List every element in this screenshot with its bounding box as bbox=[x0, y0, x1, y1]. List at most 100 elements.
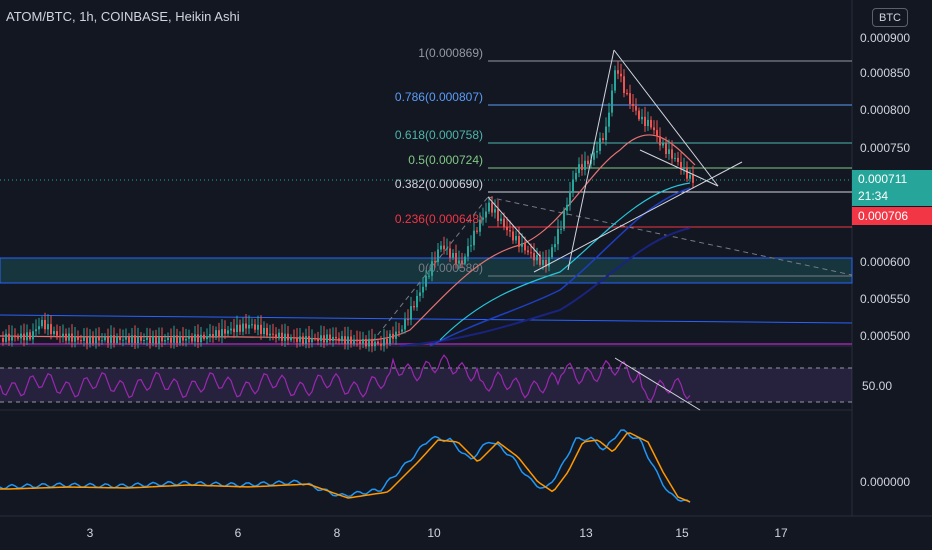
candle-body bbox=[8, 333, 10, 341]
candle-body bbox=[2, 338, 4, 342]
candle-body bbox=[599, 138, 601, 151]
candle-body bbox=[368, 338, 370, 347]
time-tick-label: 15 bbox=[675, 526, 689, 540]
fib-level-label: 0(0.000580) bbox=[418, 261, 483, 275]
candle-body bbox=[353, 339, 355, 344]
candle-body bbox=[377, 341, 379, 344]
candle-body bbox=[26, 332, 28, 341]
fib-level-label: 0.382(0.000690) bbox=[395, 177, 483, 191]
candle-body bbox=[98, 337, 100, 341]
candle-body bbox=[197, 334, 199, 343]
price-tick-label: 0.000800 bbox=[860, 103, 910, 117]
dashed-trendline[interactable] bbox=[487, 196, 853, 276]
fib-level-label: 1(0.000869) bbox=[418, 46, 483, 60]
candle-body bbox=[581, 164, 583, 170]
candle-body bbox=[563, 210, 565, 229]
fib-retracement[interactable]: 1(0.000869) 0.786(0.000807) 0.618(0.000758… bbox=[395, 46, 852, 277]
candle-body bbox=[53, 331, 55, 335]
candle-body bbox=[374, 341, 376, 347]
candle-body bbox=[638, 110, 640, 120]
candle-body bbox=[104, 336, 106, 341]
candle-body bbox=[332, 336, 334, 341]
time-tick-label: 10 bbox=[427, 526, 441, 540]
candle-body bbox=[56, 331, 58, 336]
candle-body bbox=[476, 230, 478, 232]
candle-body bbox=[605, 126, 607, 140]
candle-body bbox=[173, 335, 175, 343]
candle-body bbox=[527, 250, 529, 253]
candle-body bbox=[521, 243, 523, 247]
time-tick-label: 8 bbox=[334, 526, 341, 540]
candle-body bbox=[494, 209, 496, 213]
candle-body bbox=[134, 335, 136, 344]
candle-body bbox=[446, 248, 448, 250]
candle-body bbox=[539, 255, 541, 265]
triangle-trendline[interactable] bbox=[567, 49, 615, 271]
candle-body bbox=[263, 327, 265, 334]
rsi-trendline[interactable] bbox=[614, 357, 701, 411]
candle-body bbox=[503, 218, 505, 227]
candle-body bbox=[584, 160, 586, 170]
candle-body bbox=[71, 333, 73, 342]
candle-body bbox=[419, 292, 421, 296]
currency-badge[interactable]: BTC bbox=[872, 8, 908, 27]
candle-body bbox=[311, 338, 313, 343]
chart-title[interactable]: ATOM/BTC, 1h, COINBASE, Heikin Ashi bbox=[6, 9, 240, 24]
rsi-line[interactable] bbox=[0, 354, 691, 402]
rsi-band bbox=[0, 368, 852, 402]
candle-body bbox=[62, 333, 64, 338]
candle-body bbox=[569, 191, 571, 205]
candle-body bbox=[89, 335, 91, 344]
candle-body bbox=[266, 327, 268, 336]
candle-body bbox=[107, 336, 109, 343]
time-axis[interactable]: 3 6 8 10 13 15 17 bbox=[87, 526, 788, 540]
fib-level-label: 0.236(0.000648) bbox=[395, 212, 483, 226]
candle-body bbox=[38, 326, 40, 330]
candle-body bbox=[242, 323, 244, 332]
candle-body bbox=[137, 336, 139, 344]
candle-body bbox=[407, 319, 409, 321]
oscillator-slow-line[interactable] bbox=[0, 432, 691, 503]
candle-body bbox=[485, 211, 487, 218]
dashed-trendline[interactable] bbox=[371, 196, 489, 343]
support-line[interactable] bbox=[0, 314, 853, 324]
candle-body bbox=[29, 332, 31, 340]
candle-body bbox=[428, 275, 430, 277]
candle-body bbox=[398, 331, 400, 333]
candle-body bbox=[479, 219, 481, 232]
candle-body bbox=[659, 136, 661, 146]
candle-body bbox=[296, 338, 298, 342]
candle-body bbox=[200, 334, 202, 343]
candle-body bbox=[110, 335, 112, 343]
candle-body bbox=[140, 336, 142, 341]
candle-body bbox=[515, 236, 517, 241]
candle-body bbox=[74, 336, 76, 342]
candle-body bbox=[167, 337, 169, 341]
price-axis[interactable]: 0.000900 0.000850 0.000800 0.000750 0.000600… bbox=[860, 31, 910, 343]
candle-body bbox=[395, 331, 397, 339]
candle-body bbox=[557, 229, 559, 245]
candle-body bbox=[209, 334, 211, 337]
candle-body bbox=[680, 161, 682, 169]
candle-body bbox=[314, 338, 316, 340]
candle-body bbox=[77, 336, 79, 341]
candlestick-series[interactable] bbox=[2, 61, 694, 353]
candle-body bbox=[449, 248, 451, 258]
triangle-trendline[interactable] bbox=[613, 49, 719, 187]
candle-body bbox=[14, 335, 16, 338]
candle-body bbox=[554, 244, 556, 248]
candle-body bbox=[596, 150, 598, 153]
candle-body bbox=[380, 343, 382, 346]
candle-body bbox=[281, 332, 283, 341]
time-tick-label: 17 bbox=[774, 526, 788, 540]
price-tick-label: 0.000500 bbox=[860, 329, 910, 343]
candle-body bbox=[404, 319, 406, 330]
candle-body bbox=[389, 333, 391, 344]
triangle-trendline[interactable] bbox=[487, 196, 541, 257]
triangle-trendline[interactable] bbox=[533, 161, 743, 273]
candle-body bbox=[290, 337, 292, 341]
candle-body bbox=[128, 336, 130, 343]
candle-body bbox=[482, 217, 484, 220]
candle-body bbox=[287, 333, 289, 341]
